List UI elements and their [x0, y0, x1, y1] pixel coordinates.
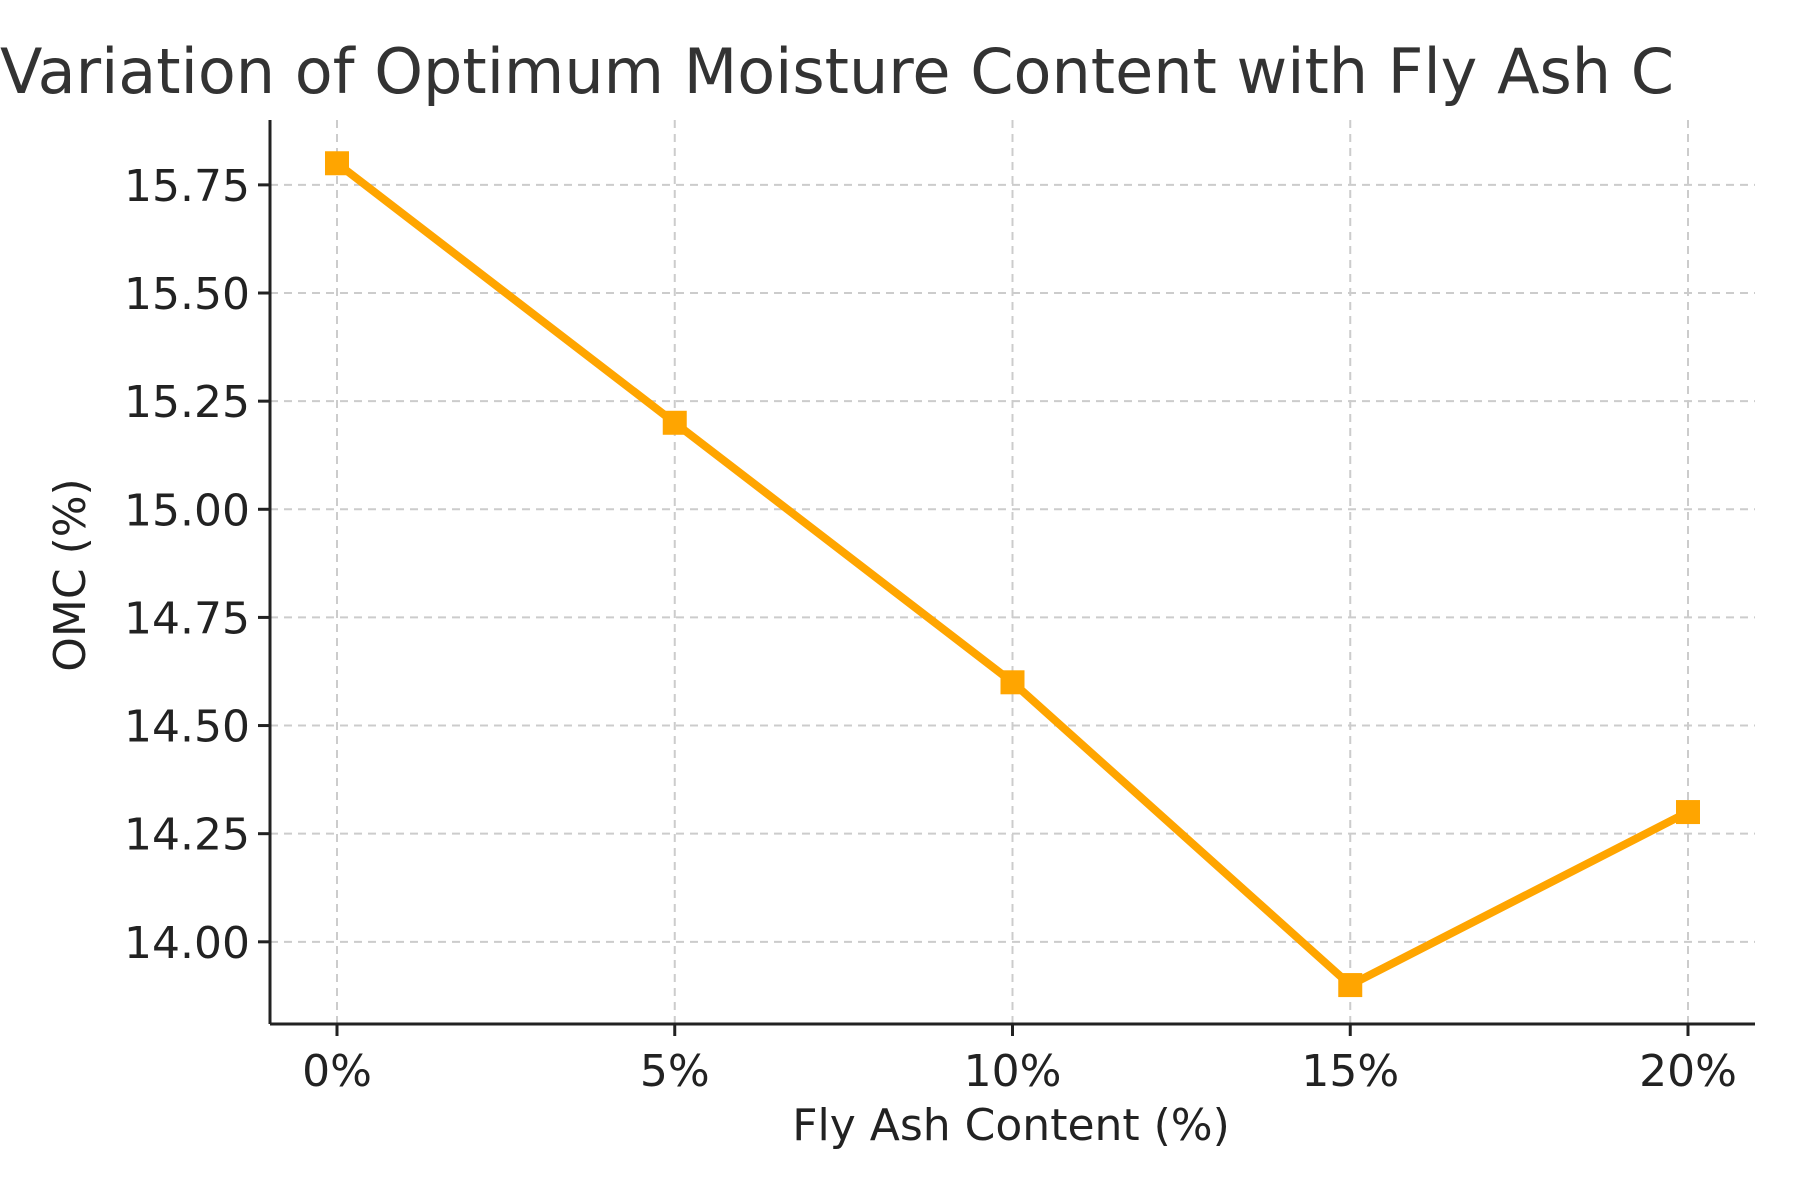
data-point-marker [1000, 670, 1025, 695]
data-point-marker [1338, 973, 1363, 998]
y-tick-label: 15.00 [124, 485, 250, 536]
chart-title: Variation of Optimum Moisture Content wi… [0, 35, 1674, 108]
x-tick-label: 10% [964, 1046, 1062, 1097]
y-tick-label: 15.25 [124, 377, 250, 428]
grid-layer [270, 120, 1755, 1024]
series-layer [325, 151, 1700, 998]
y-tick-label: 14.00 [124, 918, 250, 969]
ticks-layer: 14.00 14.25 14.50 14.75 15.00 15.25 15.50 15.75… [124, 161, 1737, 1097]
x-tick-label: 0% [302, 1046, 372, 1097]
data-point-marker [1676, 800, 1700, 825]
y-tick-label: 15.50 [124, 269, 250, 320]
y-tick-label: 14.75 [124, 593, 250, 644]
data-point-marker [662, 410, 687, 435]
data-point-marker [325, 151, 349, 176]
y-axis-label: OMC (%) [45, 478, 96, 671]
y-tick-label: 15.75 [124, 161, 250, 212]
x-tick-label: 5% [640, 1046, 710, 1097]
x-axis-label: Fly Ash Content (%) [792, 1100, 1230, 1151]
x-tick-label: 15% [1301, 1046, 1399, 1097]
y-tick-label: 14.25 [124, 810, 250, 861]
x-tick-label: 20% [1639, 1046, 1737, 1097]
y-tick-label: 14.50 [124, 702, 250, 753]
